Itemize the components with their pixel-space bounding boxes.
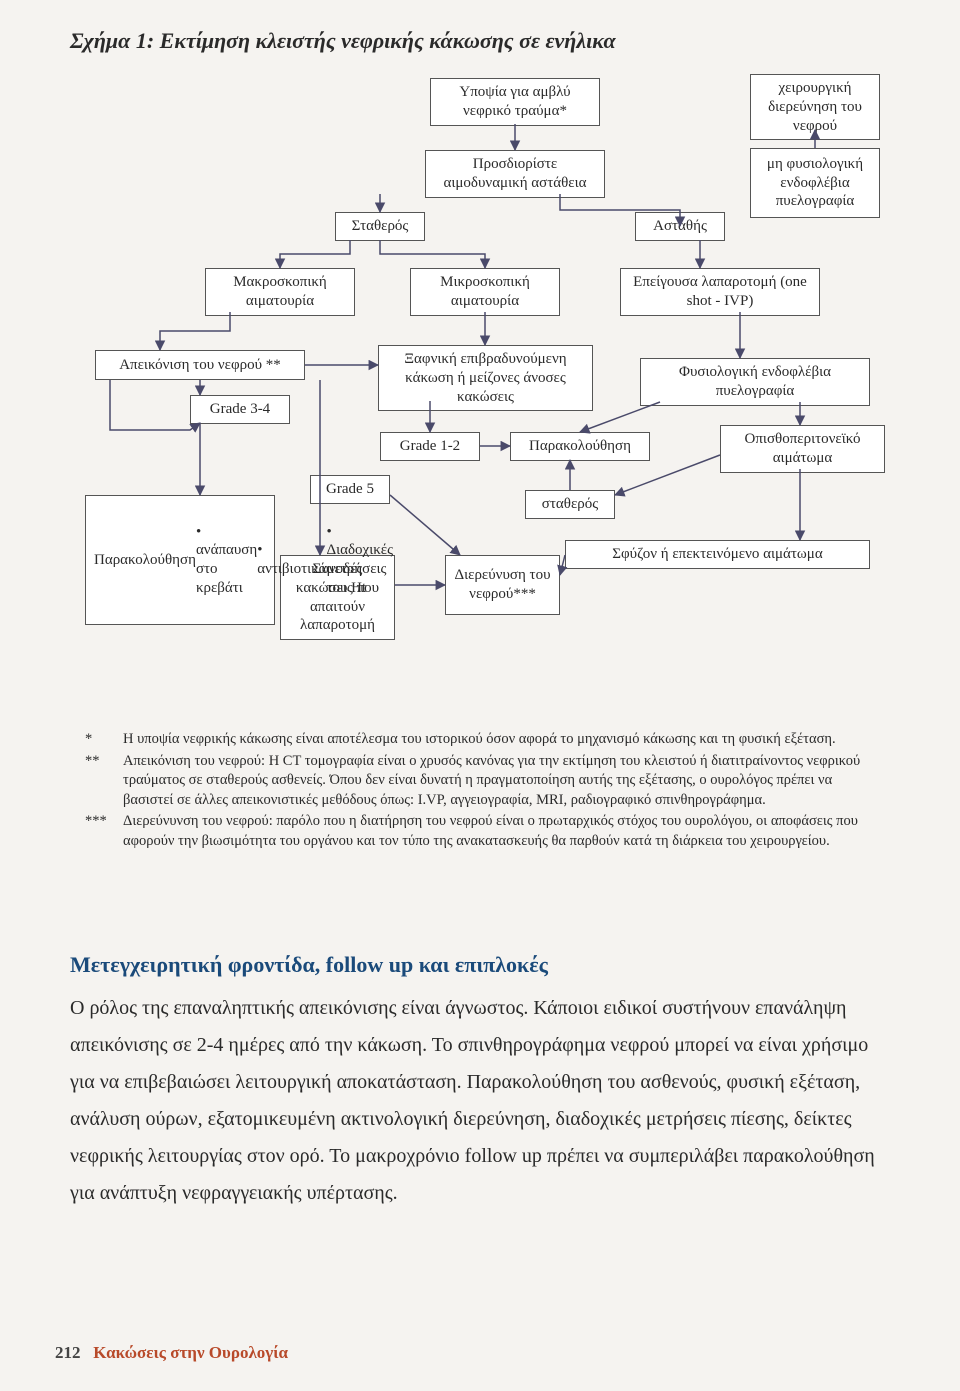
flow-node-n16: Οπισθοπεριτονεϊκό αιμάτωμα [720, 425, 885, 473]
body-paragraph: Ο ρόλος της επαναληπτικής απεικόνισης εί… [70, 990, 890, 1212]
flow-node-n8: Μικροσκοπική αιματουρία [410, 268, 560, 316]
footnote-mark: *** [85, 812, 123, 851]
flow-node-n21: Διερεύνυση του νεφρού*** [445, 555, 560, 615]
edge-n16-n18 [615, 455, 720, 495]
flow-node-n10: Απεικόνιση του νεφρού ** [95, 350, 305, 380]
section-heading: Μετεγχειρητική φροντίδα, follow up και ε… [70, 952, 548, 978]
flow-node-n18: σταθερός [525, 490, 615, 519]
figure-title: Σχήμα 1: Εκτίμηση κλειστής νεφρικής κάκω… [70, 28, 616, 54]
flow-node-n12: Ξαφνική επιβραδυνούμενη κάκωση ή μείζονε… [378, 345, 593, 411]
edge-n7-n10 [160, 312, 230, 350]
flow-node-n6: Ασταθής [635, 212, 725, 241]
footnote: ***Διερεύνυνση του νεφρού: παρόλο που η … [85, 812, 885, 851]
footnote-text: Διερεύνυνση του νεφρού: παρόλο που η δια… [123, 812, 885, 851]
footnote-text: Η υποψία νεφρικής κάκωσης είναι αποτέλεσ… [123, 730, 836, 750]
page-number: 212 [55, 1343, 81, 1362]
flow-node-n4: μη φυσιολογική ενδοφλέβια πυελογραφία [750, 148, 880, 218]
flow-node-n22: Παρακολούθηση• ανάπαυση στο κρεβάτι• αντ… [85, 495, 275, 625]
flow-node-n13: Φυσιολογική ενδοφλέβια πυελογραφία [640, 358, 870, 406]
flow-node-n15: Παρακολούθηση [510, 432, 650, 461]
edge-n5-n8 [380, 240, 485, 268]
flow-node-n7: Μακροσκοπική αιματουρία [205, 268, 355, 316]
flow-node-n17: Grade 5 [310, 475, 390, 504]
footnote-text: Απεικόνιση του νεφρού: Η CT τομογραφία ε… [123, 752, 885, 811]
flow-node-n19: Σφύζον ή επεκτεινόμενο αιμάτωμα [565, 540, 870, 569]
flow-node-n1: Υποψία για αμβλύ νεφρικό τραύμα* [430, 78, 600, 126]
flow-node-n11: Grade 3-4 [190, 395, 290, 424]
footnote-mark: * [85, 730, 123, 750]
footnote-mark: ** [85, 752, 123, 811]
flow-node-n3: Προσδιορίστε αιμοδυναμική αστάθεια [425, 150, 605, 198]
footnote-block: *Η υποψία νεφρικής κάκωσης είναι αποτέλε… [85, 730, 885, 853]
page-footer: 212 Κακώσεις στην Ουρολογία [55, 1343, 288, 1363]
flow-node-n2: χειρουργική διερεύνηση του νεφρού [750, 74, 880, 140]
footnote: **Απεικόνιση του νεφρού: Η CT τομογραφία… [85, 752, 885, 811]
edge-n10-n11 [110, 380, 200, 430]
flow-node-n5: Σταθερός [335, 212, 425, 241]
flow-node-n14: Grade 1-2 [380, 432, 480, 461]
edge-n17-n21 [390, 495, 460, 555]
footnote: *Η υποψία νεφρικής κάκωσης είναι αποτέλε… [85, 730, 885, 750]
footer-section-label: Κακώσεις στην Ουρολογία [93, 1343, 288, 1362]
edge-n5-n7 [280, 240, 350, 268]
flow-node-n9: Επείγουσα λαπαροτομή (one shot - IVP) [620, 268, 820, 316]
